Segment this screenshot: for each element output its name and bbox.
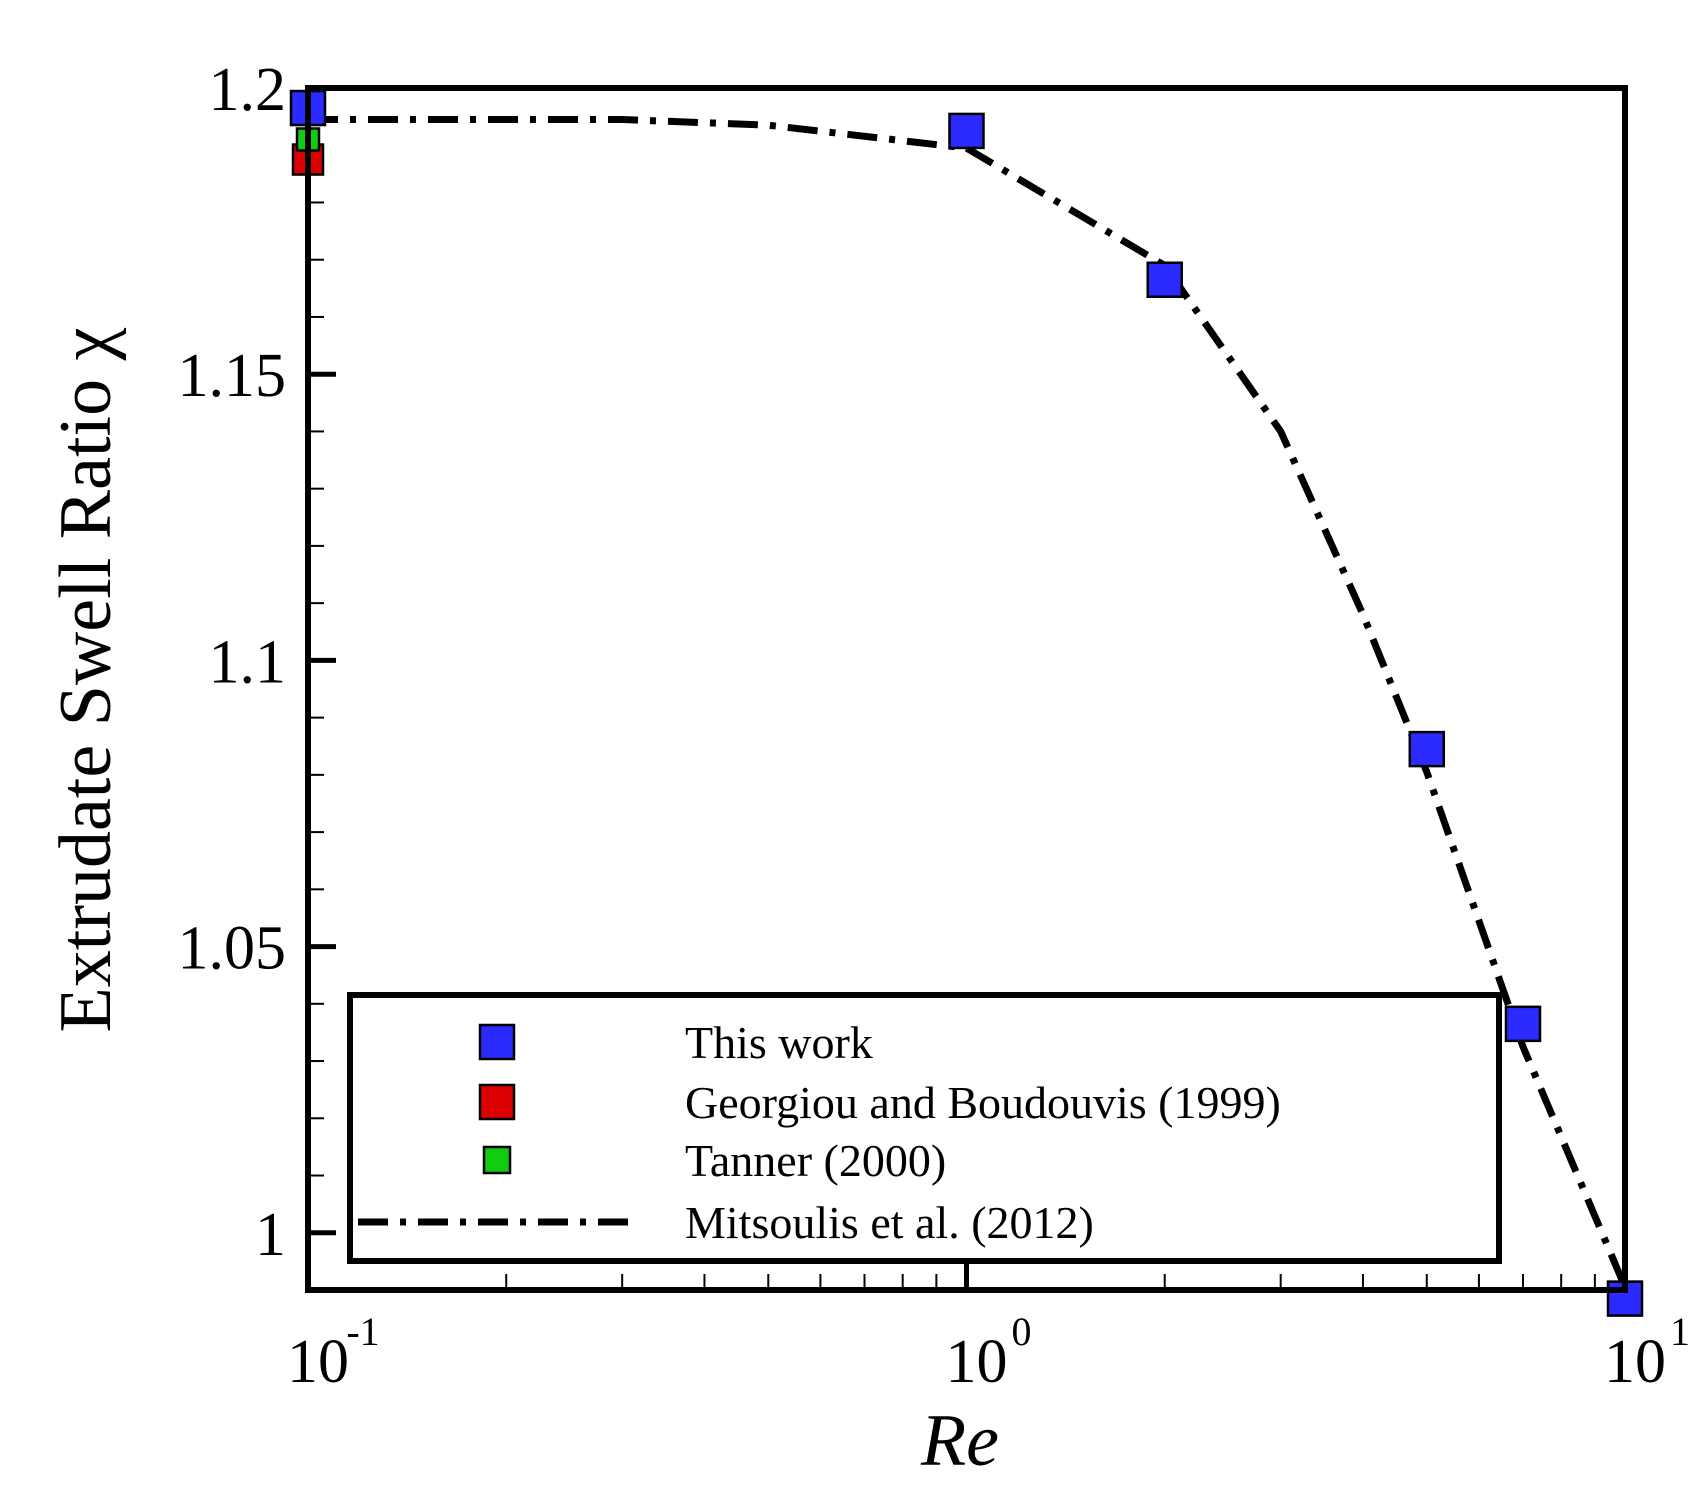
y-axis-title: Extrudate Swell Ratio χ bbox=[45, 327, 127, 1032]
legend: This work Georgiou and Boudouvis (1999) Ta… bbox=[347, 992, 1502, 1264]
x-tick-label-exponent: -1 bbox=[346, 1309, 379, 1354]
data-point-marker bbox=[1146, 261, 1183, 298]
legend-label: This work bbox=[685, 1017, 873, 1068]
x-tick-label: 10 bbox=[946, 1328, 1008, 1396]
y-tick-label: 1.2 bbox=[209, 56, 287, 124]
data-point-marker bbox=[1408, 730, 1446, 768]
x-axis-title: Re bbox=[920, 1400, 999, 1482]
legend-label: Georgiou and Boudouvis (1999) bbox=[685, 1077, 1281, 1128]
x-tick-labels: 10-1 10 0 10 1 bbox=[287, 1309, 1690, 1396]
legend-items: This work Georgiou and Boudouvis (1999) Ta… bbox=[358, 1017, 1281, 1248]
y-tick-label: 1 bbox=[255, 1201, 286, 1269]
x-tick-label: 10 bbox=[287, 1328, 349, 1396]
legend-label: Mitsoulis et al. (2012) bbox=[685, 1197, 1094, 1248]
y-tick-label: 1.15 bbox=[178, 342, 287, 410]
data-point-marker bbox=[948, 112, 985, 150]
legend-marker-swatch bbox=[482, 1145, 512, 1175]
legend-label: Tanner (2000) bbox=[685, 1135, 946, 1186]
y-tick-label: 1.05 bbox=[178, 915, 287, 983]
legend-marker-swatch bbox=[478, 1023, 516, 1061]
y-tick-labels: 1 1.05 1.1 1.15 1.2 bbox=[178, 56, 287, 1269]
x-tick-label-exponent: 0 bbox=[1012, 1309, 1032, 1354]
x-tick-label: 10 bbox=[1604, 1328, 1666, 1396]
series-line-mitsoulis bbox=[308, 116, 1629, 1289]
series-lines bbox=[308, 116, 1629, 1289]
x-tick-label-exponent: 1 bbox=[1670, 1309, 1690, 1354]
legend-marker-swatch bbox=[478, 1083, 516, 1121]
plot-frame bbox=[305, 85, 1628, 1293]
data-point-marker bbox=[1504, 1005, 1542, 1043]
y-tick-label: 1.1 bbox=[209, 628, 287, 696]
legend-box bbox=[347, 992, 1502, 1264]
